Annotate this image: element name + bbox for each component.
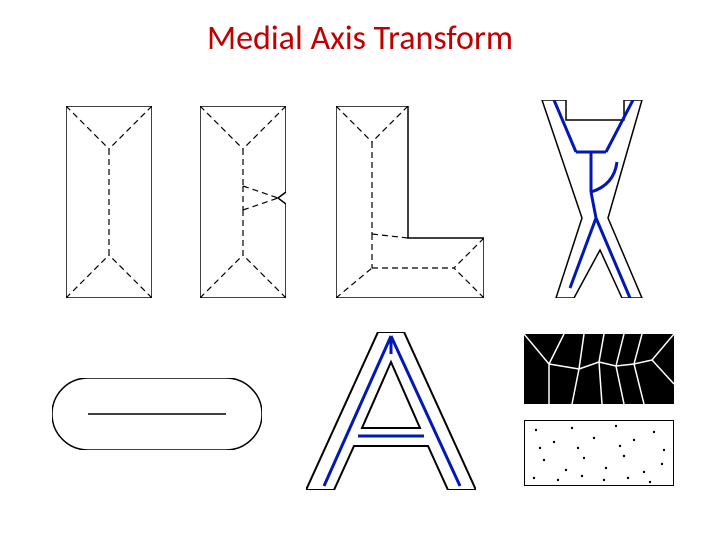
figure-notched-rectangle-medial <box>200 106 286 298</box>
figure-l-shape-medial <box>336 106 484 298</box>
figure-rectangle-medial <box>66 106 152 298</box>
figure-voronoi-black <box>524 334 674 404</box>
figure-letter-a-skeleton <box>306 332 476 490</box>
figure-shape-skeleton-blue <box>534 100 644 298</box>
figure-point-set <box>524 420 674 486</box>
page-title: Medial Axis Transform <box>0 0 720 59</box>
figure-stadium-medial <box>52 378 262 450</box>
title-text: Medial Axis Transform <box>207 18 513 59</box>
